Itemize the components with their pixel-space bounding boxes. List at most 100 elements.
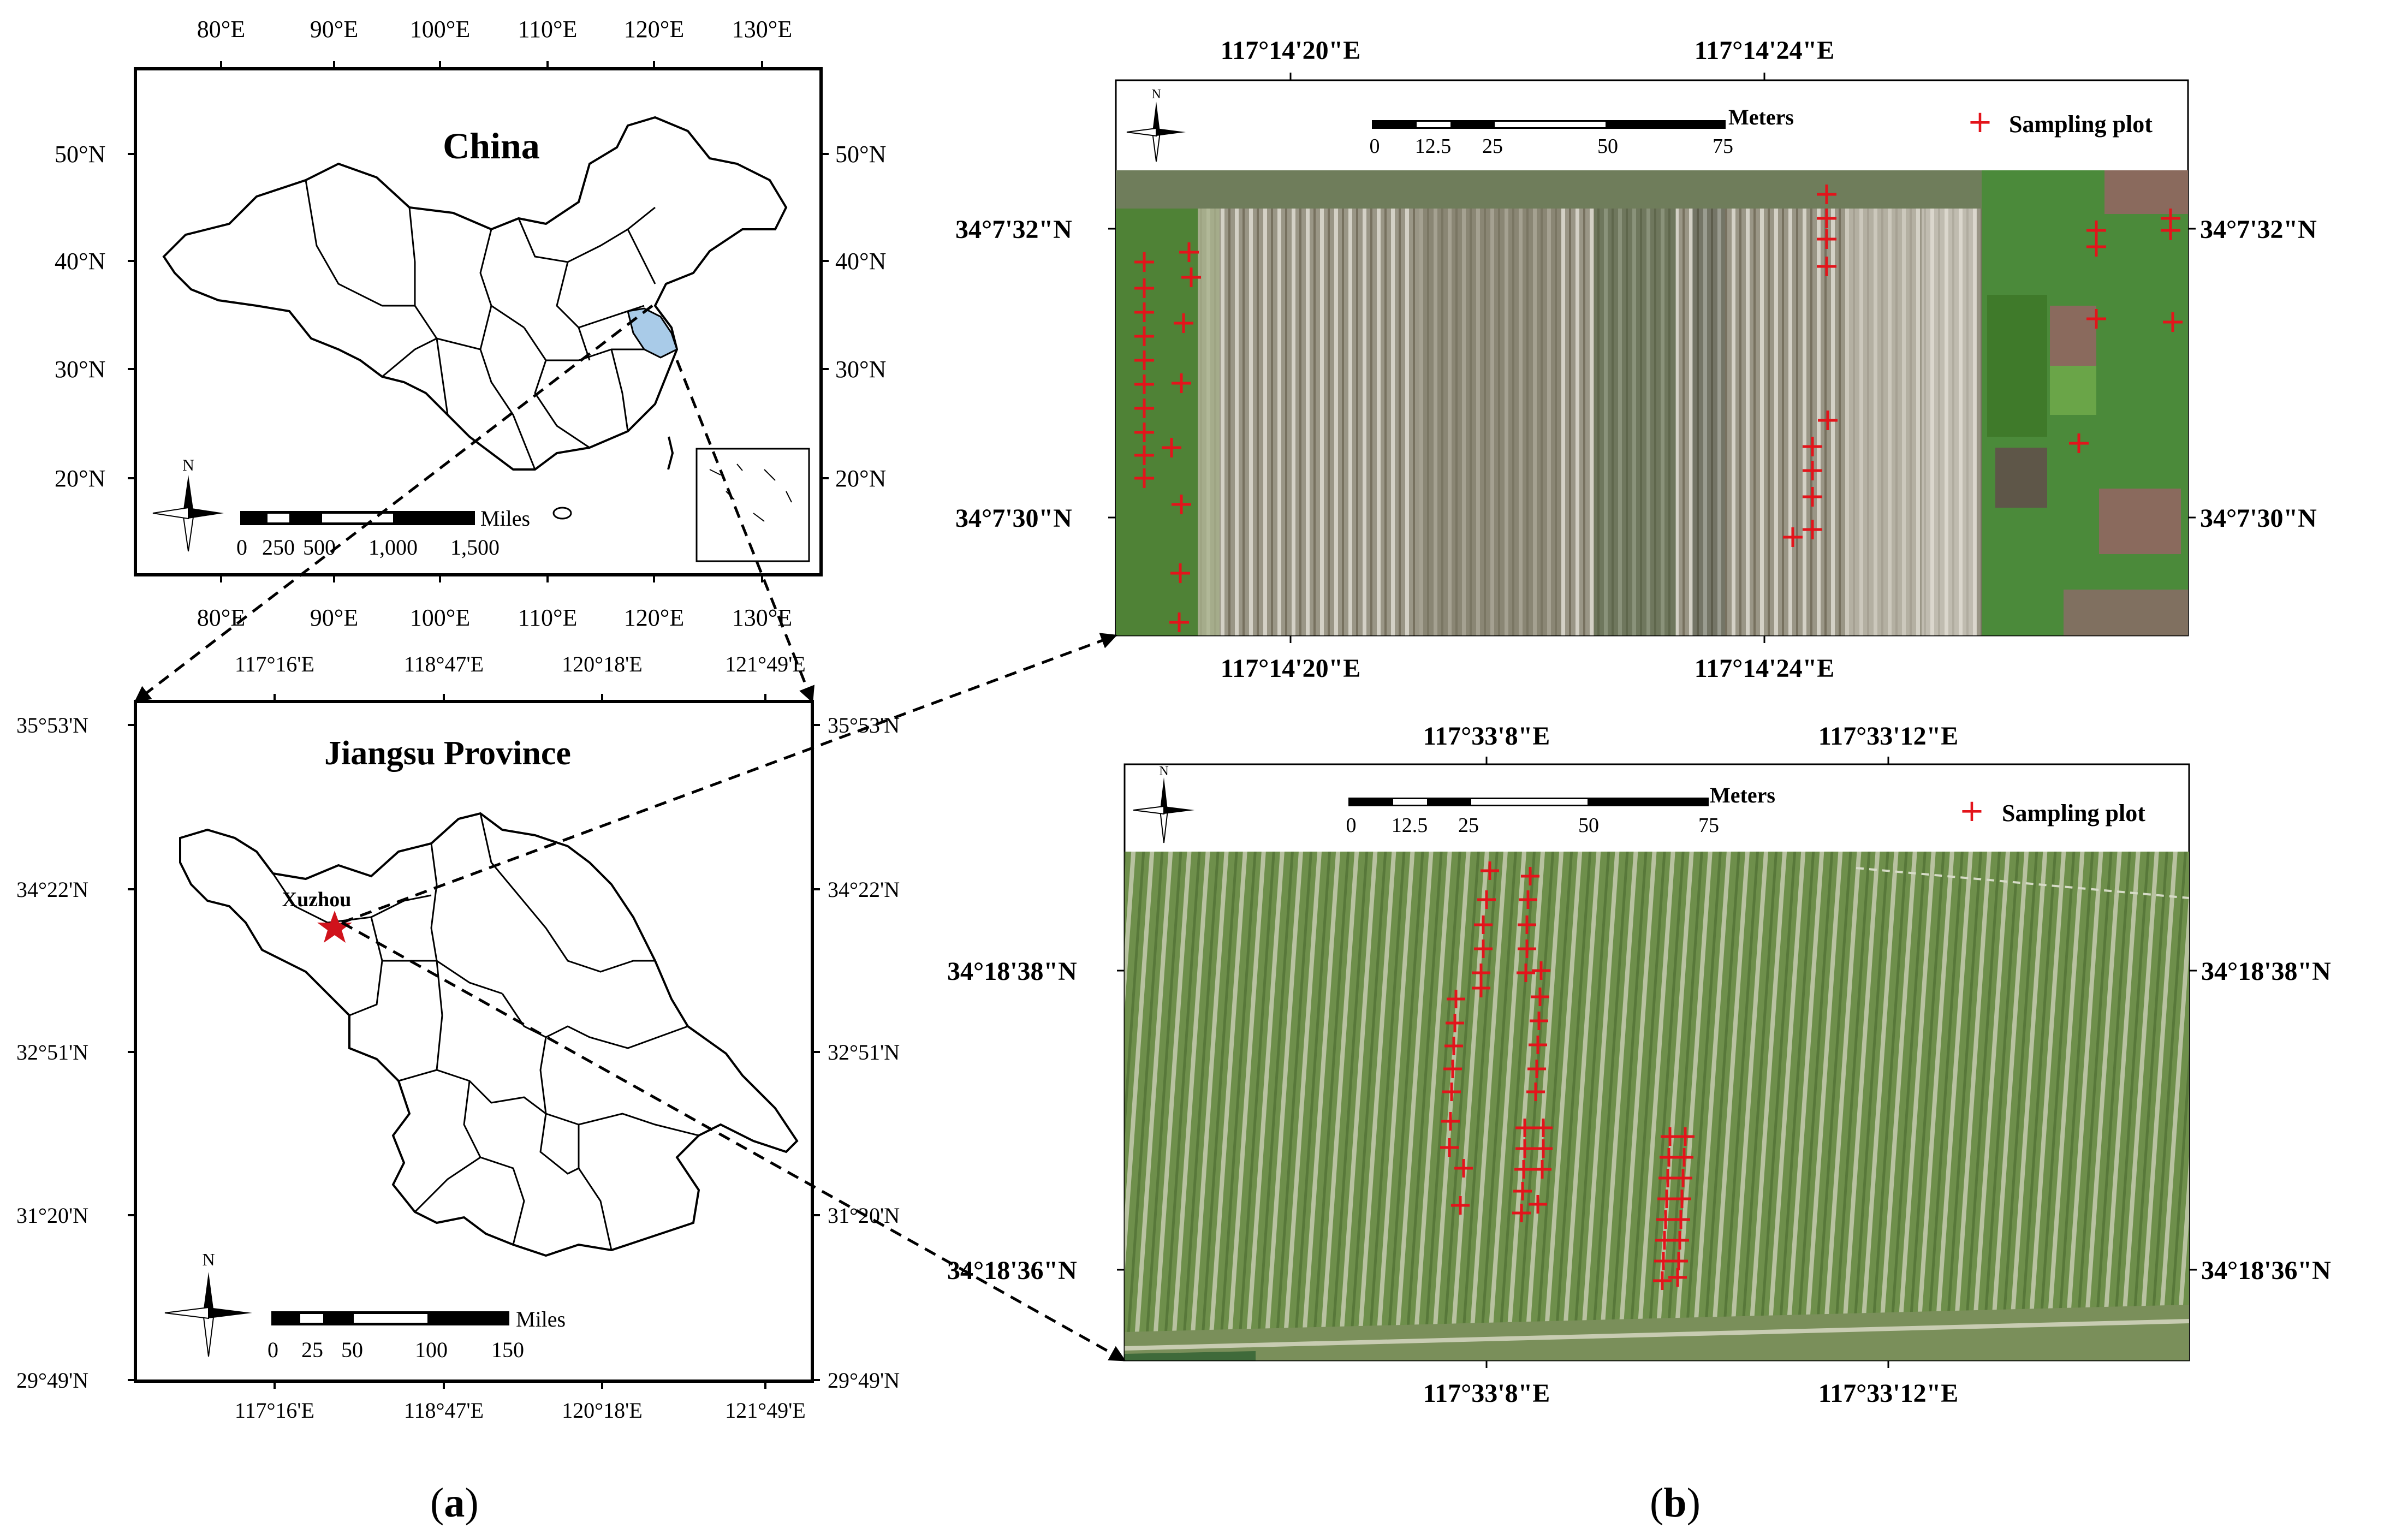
sampling-plot-marker bbox=[1451, 1196, 1470, 1215]
site-top-lat-right-1: 34°7'32"N bbox=[2200, 215, 2317, 244]
china-lat-left-50: 50°N bbox=[55, 141, 105, 168]
sampling-plot-marker bbox=[2086, 237, 2106, 257]
china-lon-top-100: 100°E bbox=[410, 16, 470, 43]
caption-a: (a) bbox=[430, 1480, 479, 1526]
sampling-plot-marker bbox=[1803, 437, 1822, 456]
china-lon-bottom-90: 90°E bbox=[310, 604, 358, 631]
site-top-panel: N Meters 0 12.5 25 50 75 + Sampling plot bbox=[955, 36, 2317, 683]
china-north-label: N bbox=[182, 456, 194, 474]
sampling-plot-marker bbox=[1803, 487, 1822, 507]
site-bottom-panel: N Meters 0 12.5 25 50 75 + Sampling plot bbox=[947, 722, 2331, 1408]
sampling-plot-marker bbox=[1675, 1148, 1693, 1167]
sampling-plot-marker bbox=[1817, 209, 1836, 228]
sampling-plot-marker bbox=[1134, 302, 1154, 322]
sampling-plot-marker bbox=[1134, 445, 1154, 465]
sampling-plot-marker bbox=[1474, 940, 1493, 958]
china-lon-top-90: 90°E bbox=[310, 16, 358, 43]
jiangsu-lat-left-3: 32°51'N bbox=[16, 1040, 88, 1065]
sampling-plot-marker bbox=[1134, 423, 1154, 442]
sampling-plot-marker bbox=[2086, 309, 2106, 329]
sampling-plot-marker bbox=[1818, 411, 1838, 430]
china-to-jiangsu-left-arrow bbox=[134, 305, 653, 703]
sampling-plot-marker bbox=[1134, 350, 1154, 370]
china-scale-0: 0 bbox=[236, 535, 247, 560]
china-scale-500: 500 bbox=[303, 535, 336, 560]
jiangsu-lat-left-1: 35°53'N bbox=[16, 713, 88, 738]
sampling-plot-marker bbox=[1803, 520, 1822, 539]
china-map-title: China bbox=[443, 125, 540, 167]
sampling-plot-marker bbox=[1179, 242, 1199, 262]
sampling-plot-marker bbox=[2069, 433, 2089, 453]
site-bottom-scale-0: 0 bbox=[1346, 814, 1357, 837]
jiangsu-scale-150: 150 bbox=[491, 1337, 524, 1362]
jiangsu-lon-top-2: 118°47'E bbox=[404, 652, 484, 676]
site-bottom-lon-top-1: 117°33'8"E bbox=[1423, 722, 1550, 751]
jiangsu-lon-top-4: 121°49'E bbox=[725, 652, 806, 676]
sampling-plot-marker bbox=[1526, 1083, 1545, 1101]
site-bottom-legend-marker: + bbox=[1959, 793, 1985, 829]
site-top-lon-bottom-2: 117°14'24"E bbox=[1695, 654, 1835, 683]
site-top-north-arrow: N bbox=[1126, 87, 1186, 162]
sampling-plot-marker bbox=[1529, 1195, 1547, 1214]
site-top-legend-label: Sampling plot bbox=[2009, 111, 2153, 138]
site-top-lat-left-2: 34°7'30"N bbox=[955, 504, 1072, 533]
china-lat-right-40: 40°N bbox=[835, 248, 886, 275]
sampling-plot-marker bbox=[1803, 461, 1822, 480]
sampling-plot-marker bbox=[1783, 527, 1803, 547]
china-north-arrow: N bbox=[152, 456, 224, 552]
site-bottom-scale-50: 50 bbox=[1578, 814, 1599, 837]
site-bottom-legend-label: Sampling plot bbox=[2002, 800, 2145, 827]
site-top-lon-bottom-1: 117°14'20"E bbox=[1221, 654, 1361, 683]
sampling-plot-marker bbox=[1521, 867, 1539, 885]
sampling-plot-marker bbox=[1529, 1036, 1547, 1054]
sampling-plot-marker bbox=[1670, 1231, 1689, 1250]
site-bottom-scale-75: 75 bbox=[1698, 814, 1719, 837]
china-lon-top-110: 110°E bbox=[518, 16, 578, 43]
site-top-orthophoto bbox=[1116, 170, 2188, 635]
china-lat-right-20: 20°N bbox=[835, 465, 886, 492]
china-lat-right-30: 30°N bbox=[835, 356, 886, 383]
sampling-plot-marker bbox=[1817, 185, 1836, 204]
sampling-plot-marker bbox=[1513, 1182, 1532, 1200]
jiangsu-highlight bbox=[627, 307, 678, 359]
sampling-plot-marker bbox=[1472, 979, 1490, 997]
sampling-plot-marker bbox=[1534, 1139, 1553, 1158]
jiangsu-lat-right-2: 34°22'N bbox=[828, 877, 900, 902]
china-scale-250: 250 bbox=[262, 535, 295, 560]
jiangsu-scale-25: 25 bbox=[301, 1337, 323, 1362]
sampling-plot-marker bbox=[1514, 1160, 1533, 1179]
caption-b: (b) bbox=[1650, 1480, 1701, 1526]
xuzhou-label: Xuzhou bbox=[282, 888, 352, 911]
sampling-plot-marker bbox=[1668, 1268, 1687, 1287]
sampling-plot-marker bbox=[1134, 399, 1154, 418]
sampling-plot-marker bbox=[1518, 915, 1536, 934]
china-lat-right-50: 50°N bbox=[835, 141, 886, 168]
china-lon-bottom-110: 110°E bbox=[518, 604, 578, 631]
china-map-panel: 80°E 90°E 100°E 110°E 120°E 130°E 80°E 9… bbox=[55, 16, 886, 631]
sampling-plot-marker bbox=[1531, 988, 1549, 1006]
site-top-north-label: N bbox=[1151, 87, 1161, 102]
jiangsu-scale-100: 100 bbox=[415, 1337, 448, 1362]
site-bottom-orthophoto bbox=[1125, 852, 2189, 1360]
jiangsu-lat-right-5: 29°49'N bbox=[828, 1368, 900, 1393]
sampling-plot-marker bbox=[1442, 1083, 1461, 1101]
site-bottom-scale-unit: Meters bbox=[1710, 783, 1775, 807]
sampling-plot-marker bbox=[1174, 313, 1193, 333]
sampling-plot-marker bbox=[1181, 267, 1201, 287]
sampling-plot-marker bbox=[1162, 438, 1181, 457]
jiangsu-north-label: N bbox=[202, 1250, 215, 1269]
jiangsu-north-arrow: N bbox=[164, 1250, 252, 1357]
site-top-scale-unit: Meters bbox=[1728, 105, 1794, 129]
sampling-plot-marker bbox=[1512, 1204, 1531, 1222]
site-top-lat-right-2: 34°7'30"N bbox=[2200, 504, 2317, 533]
china-province-lines bbox=[305, 180, 656, 470]
jiangsu-map-title: Jiangsu Province bbox=[324, 735, 571, 772]
sampling-plot-marker bbox=[1477, 890, 1496, 909]
sampling-plot-marker bbox=[1172, 373, 1191, 393]
site-bottom-north-label: N bbox=[1159, 764, 1168, 778]
sampling-plot-marker bbox=[1653, 1271, 1672, 1290]
sampling-plot-marker bbox=[1669, 1252, 1688, 1270]
sampling-plot-marker bbox=[2163, 312, 2183, 332]
sampling-plot-marker bbox=[1530, 1012, 1548, 1030]
